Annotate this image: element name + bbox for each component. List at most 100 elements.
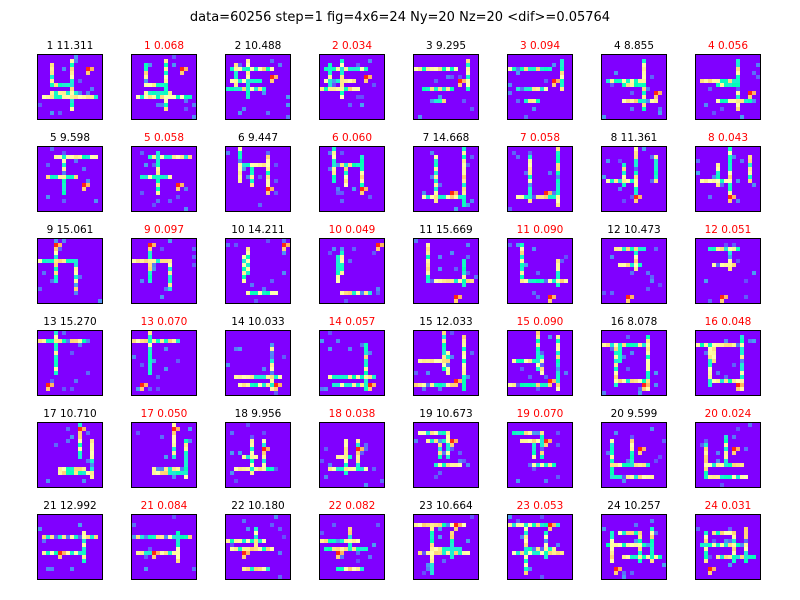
heatmap-cell xyxy=(184,95,188,99)
heatmap-cell xyxy=(704,535,708,539)
heatmap-cell xyxy=(634,267,638,271)
heatmap-cell xyxy=(78,471,82,475)
heatmap-cell xyxy=(42,535,46,539)
heatmap-cell xyxy=(152,339,156,343)
heatmap-cell xyxy=(618,567,622,571)
heatmap-cell xyxy=(536,343,540,347)
heatmap-cell xyxy=(556,195,560,199)
heatmap-cell xyxy=(364,359,368,363)
heatmap-image xyxy=(695,54,761,120)
heatmap-cell xyxy=(536,523,540,527)
heatmap-cell xyxy=(50,551,54,555)
heatmap-cell xyxy=(528,159,532,163)
heatmap-cell xyxy=(176,539,180,543)
heatmap-cell xyxy=(266,179,270,183)
heatmap-cell xyxy=(704,79,708,83)
heatmap-cell xyxy=(614,79,618,83)
heatmap-cell xyxy=(66,471,70,475)
heatmap-cell xyxy=(234,375,238,379)
heatmap-cell xyxy=(638,379,642,383)
heatmap-cell xyxy=(740,359,744,363)
heatmap-svg xyxy=(696,515,760,579)
heatmap-panel: 2 0.034 xyxy=(319,40,385,120)
heatmap-cell xyxy=(226,87,230,91)
heatmap-cell xyxy=(658,91,662,95)
panel-title: 21 0.084 xyxy=(140,500,188,512)
heatmap-cell xyxy=(724,295,728,299)
heatmap-cell xyxy=(536,439,540,443)
heatmap-cell xyxy=(184,471,188,475)
heatmap-cell xyxy=(540,575,544,579)
heatmap-cell xyxy=(328,79,332,83)
heatmap-cell xyxy=(512,383,516,387)
heatmap-cell xyxy=(528,567,532,571)
heatmap-cell xyxy=(328,71,332,75)
heatmap-cell xyxy=(332,147,336,151)
heatmap-cell xyxy=(728,267,732,271)
heatmap-cell xyxy=(430,547,434,551)
heatmap-cell xyxy=(610,451,614,455)
heatmap-cell xyxy=(654,155,658,159)
heatmap-cell xyxy=(78,91,82,95)
heatmap-cell xyxy=(360,159,364,163)
heatmap-cell xyxy=(462,387,466,391)
heatmap-cell xyxy=(348,547,352,551)
heatmap-cell xyxy=(176,547,180,551)
heatmap-cell xyxy=(634,79,638,83)
heatmap-cell xyxy=(732,543,736,547)
heatmap-cell xyxy=(430,99,434,103)
heatmap-image xyxy=(37,238,103,304)
heatmap-cell xyxy=(136,95,140,99)
heatmap-cell xyxy=(82,183,86,187)
heatmap-panel: 1 0.068 xyxy=(131,40,197,120)
heatmap-cell xyxy=(654,555,658,559)
heatmap-cell xyxy=(466,463,470,467)
heatmap-cell xyxy=(136,339,140,343)
heatmap-cell xyxy=(426,251,430,255)
heatmap-cell xyxy=(352,467,356,471)
heatmap-cell xyxy=(552,523,556,527)
heatmap-cell xyxy=(556,283,560,287)
heatmap-cell xyxy=(728,247,732,251)
heatmap-background xyxy=(38,239,102,303)
heatmap-cell xyxy=(74,535,78,539)
heatmap-cell xyxy=(744,535,748,539)
heatmap-cell xyxy=(144,91,148,95)
heatmap-cell xyxy=(332,151,336,155)
heatmap-cell xyxy=(626,335,630,339)
heatmap-cell xyxy=(152,91,156,95)
heatmap-cell xyxy=(556,147,560,151)
heatmap-cell xyxy=(540,439,544,443)
heatmap-cell xyxy=(246,251,250,255)
heatmap-cell xyxy=(82,187,86,191)
heatmap-svg xyxy=(320,331,384,395)
heatmap-cell xyxy=(708,379,712,383)
heatmap-cell xyxy=(524,439,528,443)
heatmap-cell xyxy=(622,183,626,187)
heatmap-cell xyxy=(140,383,144,387)
heatmap-cell xyxy=(238,467,242,471)
heatmap-cell xyxy=(740,387,744,391)
heatmap-cell xyxy=(230,543,234,547)
heatmap-cell xyxy=(610,543,614,547)
heatmap-cell xyxy=(548,439,552,443)
heatmap-cell xyxy=(462,343,466,347)
heatmap-background xyxy=(320,147,384,211)
heatmap-cell xyxy=(78,343,82,347)
heatmap-svg xyxy=(320,515,384,579)
heatmap-cell xyxy=(508,207,512,211)
heatmap-cell xyxy=(254,67,258,71)
heatmap-panel: 9 15.061 xyxy=(37,224,103,304)
heatmap-cell xyxy=(54,155,58,159)
heatmap-cell xyxy=(132,535,136,539)
heatmap-cell xyxy=(328,539,332,543)
heatmap-cell xyxy=(736,427,740,431)
heatmap-cell xyxy=(720,531,724,535)
heatmap-cell xyxy=(536,339,540,343)
heatmap-cell xyxy=(536,195,540,199)
heatmap-cell xyxy=(340,63,344,67)
heatmap-cell xyxy=(462,371,466,375)
heatmap-cell xyxy=(470,199,474,203)
heatmap-cell xyxy=(716,175,720,179)
heatmap-cell xyxy=(148,267,152,271)
